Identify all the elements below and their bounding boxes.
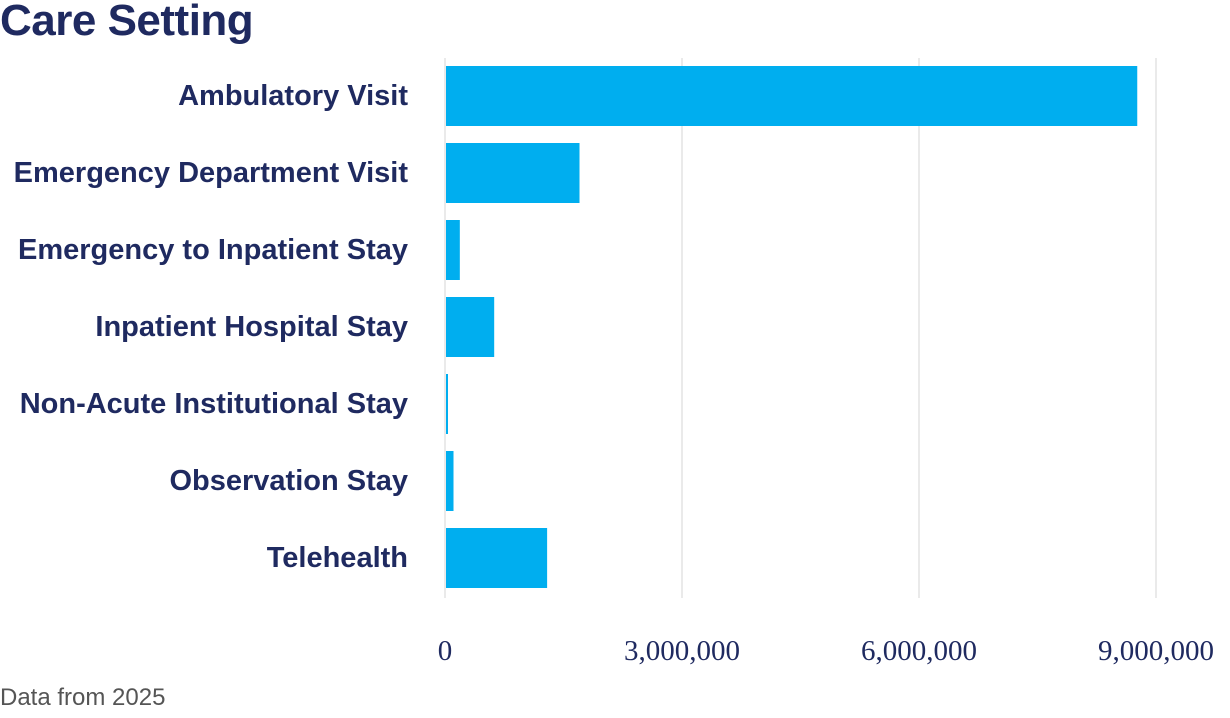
bar [446,143,580,203]
category-label: Inpatient Hospital Stay [95,311,408,343]
gridlines [444,58,1157,598]
bar [446,528,548,588]
bar [446,374,448,434]
bar [446,297,495,357]
chart-title: Care Setting [0,0,254,45]
footnote: Data from 2025 [0,684,166,711]
bars [446,66,1138,588]
category-label: Non-Acute Institutional Stay [20,388,408,420]
x-tick-label: 0 [438,635,453,667]
category-label: Telehealth [267,542,408,574]
category-labels: Ambulatory Visit Emergency Department Vis… [14,80,409,574]
bar [446,220,460,280]
x-tick-label: 3,000,000 [624,635,740,667]
x-tick-label: 9,000,000 [1098,635,1214,667]
category-label: Ambulatory Visit [178,80,408,112]
category-label: Emergency Department Visit [14,157,409,189]
x-tick-label: 6,000,000 [861,635,977,667]
bar [446,451,454,511]
category-label: Emergency to Inpatient Stay [18,234,408,266]
category-label: Observation Stay [169,465,408,497]
bar [446,66,1138,126]
x-axis-tick-labels: 0 3,000,000 6,000,000 9,000,000 [438,635,1214,667]
